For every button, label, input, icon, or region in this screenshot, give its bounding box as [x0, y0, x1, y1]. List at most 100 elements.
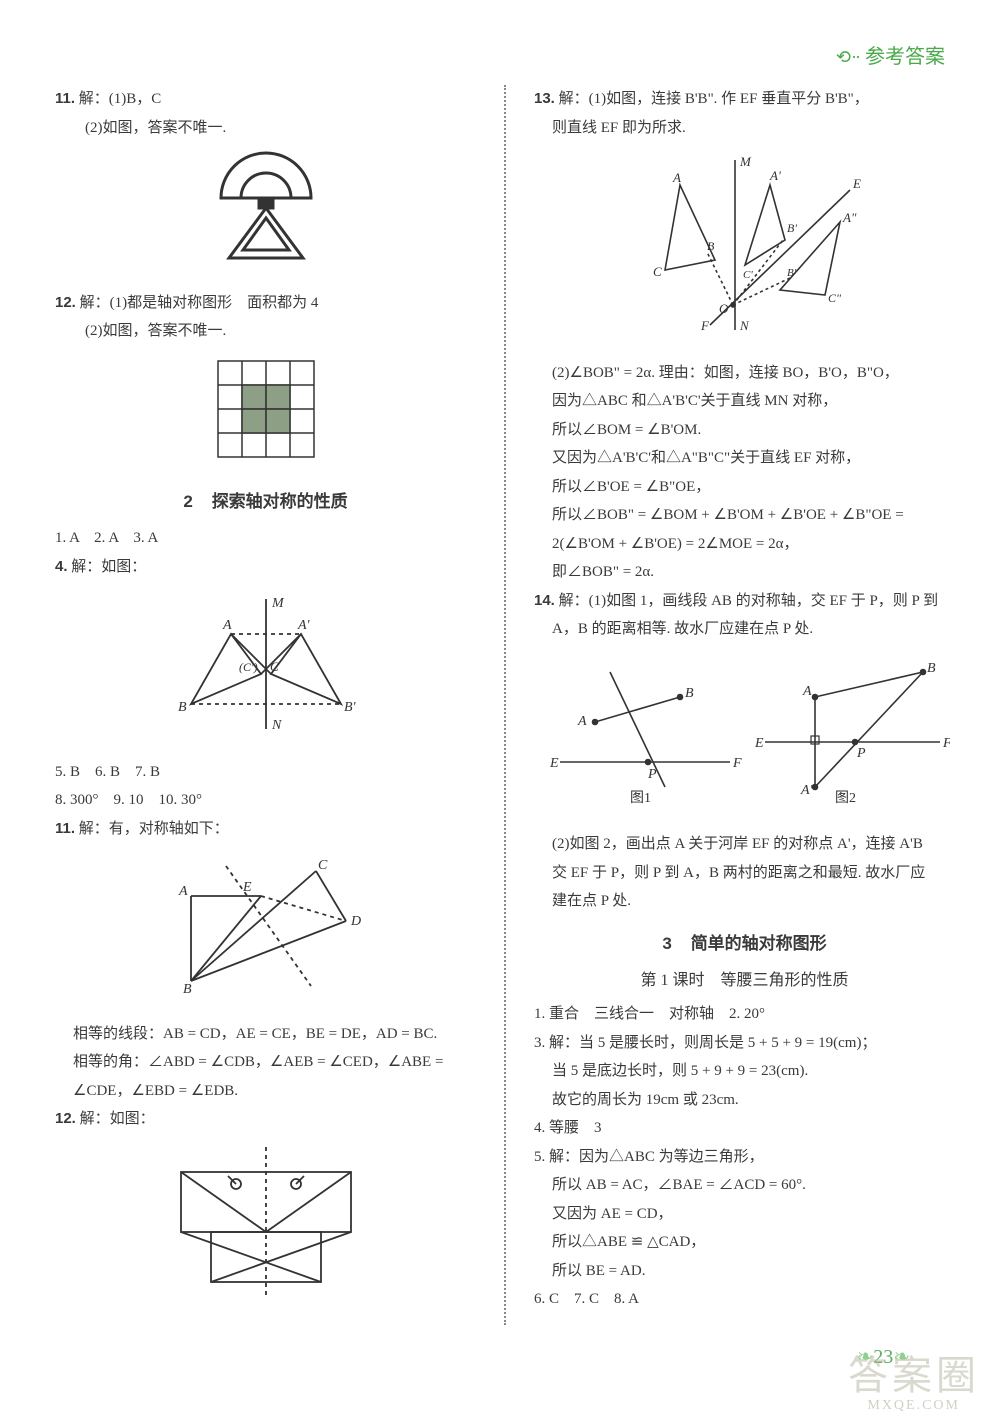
- q3-5-1: 所以 AB = AC，∠BAE = ∠ACD = 60°.: [534, 1171, 955, 1200]
- svg-text:E: E: [549, 756, 559, 771]
- page-header: ⟲·· 参考答案: [836, 38, 945, 76]
- ans3-1-2: 1. 重合 三线合一 对称轴 2. 20°: [534, 1000, 955, 1029]
- q13-p2-2: 所以∠BOM = ∠B'OM.: [534, 416, 955, 445]
- q11b-line: 11. 解：有，对称轴如下：: [55, 815, 476, 844]
- fig-q14: E F A B P 图1 E F A: [534, 652, 955, 823]
- svg-text:N: N: [739, 318, 750, 333]
- q13-line2: 则直线 EF 即为所求.: [534, 114, 955, 143]
- svg-text:A: A: [802, 684, 812, 699]
- header-icon: ⟲··: [836, 40, 859, 74]
- section2-number: 2: [183, 492, 192, 511]
- page-number: ❧23❧: [856, 1338, 910, 1376]
- q3-5-0: 5. 解：因为△ABC 为等边三角形，: [534, 1143, 955, 1172]
- svg-text:F: F: [700, 318, 710, 333]
- svg-text:B: B: [178, 700, 187, 715]
- q11b-text: 解：有，对称轴如下：: [79, 821, 229, 837]
- q12-text1: 解：(1)都是轴对称图形 面积都为 4: [80, 295, 319, 311]
- section3-number: 3: [662, 934, 671, 953]
- section2-title: 2 探索轴对称的性质: [55, 486, 476, 518]
- q13-label: 13.: [534, 90, 555, 107]
- q12-line2: (2)如图，答案不唯一.: [55, 317, 476, 346]
- q13-p2-4: 所以∠B'OE = ∠B"OE，: [534, 473, 955, 502]
- q12b-label: 12.: [55, 1110, 76, 1127]
- svg-text:B": B": [787, 267, 799, 279]
- column-divider: [504, 85, 506, 1325]
- q14-line1: 14. 解：(1)如图 1，画线段 AB 的对称轴，交 EF 于 P，则 P 到: [534, 587, 955, 616]
- q13-p2-3: 又因为△A'B'C'和△A"B"C"关于直线 EF 对称，: [534, 444, 955, 473]
- ans3-6-8: 6. C 7. C 8. A: [534, 1285, 955, 1314]
- svg-text:A': A': [769, 168, 781, 183]
- svg-text:E: E: [754, 736, 764, 751]
- q4-label: 4.: [55, 558, 68, 575]
- q14-line2: A，B 的距离相等. 故水厂应建在点 P 处.: [534, 615, 955, 644]
- q13-p2-7: 即∠BOB" = 2α.: [534, 558, 955, 587]
- svg-text:B: B: [183, 982, 192, 997]
- q4-line: 4. 解：如图：: [55, 553, 476, 582]
- q11-line2: (2)如图，答案不唯一.: [55, 114, 476, 143]
- q3-5-3: 所以△ABE ≌ △CAD，: [534, 1228, 955, 1257]
- svg-text:A': A': [297, 618, 311, 633]
- q3-5-2: 又因为 AE = CD，: [534, 1200, 955, 1229]
- svg-text:(C'): (C'): [239, 660, 258, 674]
- q3-5-4: 所以 BE = AD.: [534, 1257, 955, 1286]
- section3-title: 3 简单的轴对称图形: [534, 928, 955, 960]
- svg-text:M: M: [739, 154, 752, 169]
- svg-text:E: E: [852, 176, 861, 191]
- svg-text:F: F: [732, 756, 742, 771]
- svg-text:N: N: [271, 718, 282, 733]
- q12-line1: 12. 解：(1)都是轴对称图形 面积都为 4: [55, 289, 476, 318]
- q14-p2-1: 交 EF 于 P，则 P 到 A，B 两村的距离之和最短. 故水厂应: [534, 859, 955, 888]
- angles2: ∠CDE，∠EBD = ∠EDB.: [55, 1077, 476, 1106]
- svg-text:A: A: [672, 170, 681, 185]
- fig-q13: M N E F A C B A' C' B': [534, 150, 955, 351]
- q3-3-2: 故它的周长为 19cm 或 23cm.: [534, 1086, 955, 1115]
- svg-text:C: C: [270, 659, 279, 674]
- right-column: 13. 解：(1)如图，连接 B'B". 作 EF 垂直平分 B'B"， 则直线…: [530, 85, 955, 1325]
- svg-text:B': B': [344, 700, 357, 715]
- section3-subtitle: 第 1 课时 等腰三角形的性质: [534, 966, 955, 996]
- ans3-4: 4. 等腰 3: [534, 1114, 955, 1143]
- svg-text:F: F: [942, 736, 950, 751]
- q14-p2-0: (2)如图 2，画出点 A 关于河岸 EF 的对称点 A'，连接 A'B: [534, 830, 955, 859]
- segments: 相等的线段：AB = CD，AE = CE，BE = DE，AD = BC.: [55, 1020, 476, 1049]
- svg-text:P: P: [647, 767, 657, 782]
- watermark-sub: MXQE.COM: [867, 1393, 960, 1420]
- two-column-layout: 11. 解：(1)B，C (2)如图，答案不唯一. 12. 解：(1): [55, 85, 955, 1325]
- svg-text:B: B: [707, 239, 715, 253]
- q4-text: 解：如图：: [71, 559, 146, 575]
- ans-1-3: 1. A 2. A 3. A: [55, 524, 476, 553]
- svg-text:P: P: [856, 746, 866, 761]
- svg-text:M: M: [271, 596, 285, 611]
- svg-text:D: D: [350, 914, 361, 929]
- svg-text:图2: 图2: [835, 791, 856, 806]
- q12-label: 12.: [55, 294, 76, 311]
- svg-text:C': C': [743, 269, 753, 281]
- q13-p2-0: (2)∠BOB" = 2α. 理由：如图，连接 BO，B'O，B"O，: [534, 359, 955, 388]
- q13-p2-5: 所以∠BOB" = ∠BOM + ∠B'OM + ∠B'OE + ∠B"OE =: [534, 501, 955, 530]
- svg-text:A: A: [577, 714, 587, 729]
- svg-text:E: E: [242, 880, 252, 895]
- svg-text:A: A: [178, 884, 188, 899]
- q11b-label: 11.: [55, 820, 75, 837]
- q3-3-1: 当 5 是底边长时，则 5 + 9 + 9 = 23(cm).: [534, 1057, 955, 1086]
- q3-3-0: 3. 解：当 5 是腰长时，则周长是 5 + 5 + 9 = 19(cm)；: [534, 1029, 955, 1058]
- svg-text:A': A': [800, 783, 814, 798]
- q14-p2-2: 建在点 P 处.: [534, 887, 955, 916]
- q11-text1: 解：(1)B，C: [79, 91, 162, 107]
- q14-text1: 解：(1)如图 1，画线段 AB 的对称轴，交 EF 于 P，则 P 到: [559, 593, 938, 609]
- q13-p2-6: 2(∠B'OM + ∠B'OE) = 2∠MOE = 2α，: [534, 530, 955, 559]
- section3-text: 简单的轴对称图形: [691, 934, 827, 953]
- q14-label: 14.: [534, 592, 555, 609]
- q13-p2-1: 因为△ABC 和△A'B'C'关于直线 MN 对称，: [534, 387, 955, 416]
- q13-line1: 13. 解：(1)如图，连接 B'B". 作 EF 垂直平分 B'B"，: [534, 85, 955, 114]
- svg-text:B: B: [927, 661, 936, 676]
- svg-text:C: C: [318, 858, 328, 873]
- page: ⟲·· 参考答案 11. 解：(1)B，C (2)如图，答案不唯一.: [0, 0, 1000, 1426]
- svg-text:A": A": [842, 210, 857, 225]
- fig-q12: [55, 354, 476, 475]
- q12b-text: 解：如图：: [80, 1111, 155, 1127]
- fig-q11b: A B C D E: [55, 851, 476, 1012]
- q11-label: 11.: [55, 90, 75, 107]
- left-column: 11. 解：(1)B，C (2)如图，答案不唯一. 12. 解：(1): [55, 85, 480, 1325]
- fig-q12b: [55, 1142, 476, 1313]
